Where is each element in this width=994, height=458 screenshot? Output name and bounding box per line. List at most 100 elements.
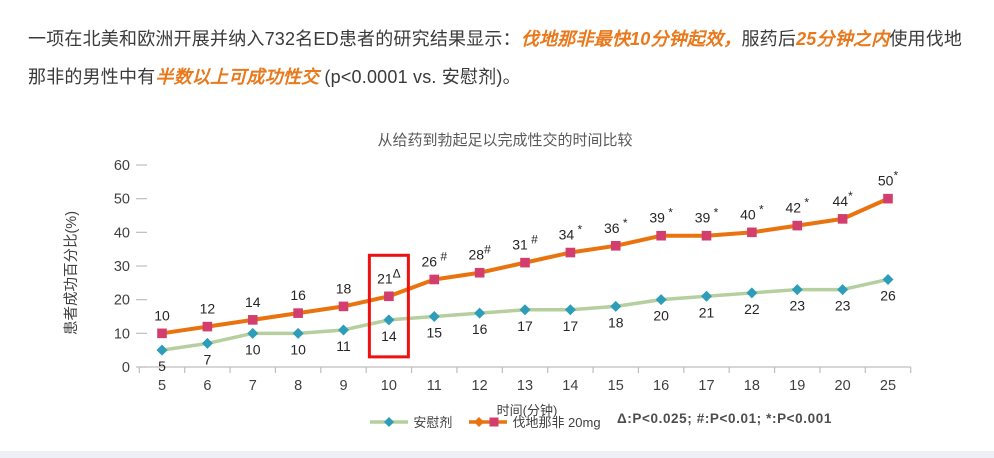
placebo-marker (564, 304, 576, 316)
x-tick-label: 13 (517, 378, 533, 394)
vardenafil-data-label: 18 (336, 280, 352, 296)
x-axis-title: 时间(分钟) (496, 403, 558, 418)
placebo-data-label: 23 (835, 298, 851, 314)
vardenafil-significance-mark: * (756, 202, 764, 216)
y-axis-title: 患者成功百分比(%) (63, 211, 80, 335)
vardenafil-marker (520, 257, 530, 268)
vardenafil-marker (565, 247, 576, 258)
placebo-marker (610, 300, 622, 312)
x-tick-label: 6 (203, 378, 211, 394)
placebo-marker (247, 327, 259, 339)
intro-segment-highlight: 25分钟之内 (796, 29, 890, 49)
placebo-data-label: 15 (426, 325, 442, 341)
placebo-marker (474, 307, 486, 319)
placebo-marker (746, 287, 758, 299)
study-summary-paragraph: 一项在北美和欧洲开展并纳入732名ED患者的研究结果显示：伐地那非最快10分钟起… (28, 20, 968, 96)
vardenafil-significance-mark: * (848, 189, 853, 203)
x-tick-label: 19 (789, 378, 805, 394)
placebo-data-label: 21 (699, 304, 715, 320)
vardenafil-data-label: 28# (468, 243, 491, 263)
vardenafil-data-label: 34 * (559, 223, 583, 243)
placebo-marker (701, 290, 712, 302)
vardenafil-significance-mark: * (801, 196, 809, 210)
x-tick-label: 12 (472, 378, 488, 394)
vardenafil-significance-mark: # (528, 233, 538, 247)
placebo-marker (519, 304, 531, 316)
placebo-data-label: 22 (744, 301, 760, 317)
placebo-marker (428, 311, 440, 322)
placebo-marker (292, 327, 304, 339)
vardenafil-legend-diamond-icon (474, 416, 485, 427)
vardenafil-marker (157, 328, 167, 339)
vardenafil-significance-mark: * (574, 223, 582, 237)
vardenafil-data-label: 14 (245, 294, 261, 310)
vardenafil-data-label: 42 * (785, 196, 809, 216)
placebo-data-label: 26 (880, 287, 896, 303)
legend: 安慰剂 伐地那非 20mg (285, 412, 685, 431)
vardenafil-data-label: 36 * (604, 216, 628, 236)
placebo-data-label: 7 (203, 351, 211, 367)
placebo-marker (201, 337, 213, 349)
legend-item-vardenafil: 伐地那非 20mg (468, 412, 601, 431)
y-tick-label: 30 (114, 259, 130, 275)
vardenafil-marker (338, 301, 349, 312)
vardenafil-significance-mark: * (710, 206, 718, 220)
vardenafil-data-label: 50* (878, 169, 899, 189)
placebo-data-label: 14 (381, 328, 397, 344)
significance-footnote: Δ:P<0.025; #:P<0.01; *:P<0.001 (617, 411, 832, 426)
vardenafil-significance-mark: * (665, 206, 673, 220)
vardenafil-marker (293, 308, 303, 318)
vardenafil-significance-mark: Δ (393, 266, 401, 280)
legend-label-placebo: 安慰剂 (413, 415, 453, 430)
bottom-strip (0, 451, 994, 458)
x-tick-label: 7 (249, 378, 257, 394)
placebo-data-label: 5 (158, 358, 166, 374)
vardenafil-data-label: 31 # (512, 233, 538, 253)
vardenafil-data-label: 40 * (740, 202, 764, 222)
x-tick-label: 5 (158, 378, 166, 394)
vardenafil-legend-swatch (469, 416, 508, 427)
vardenafil-marker (792, 220, 803, 231)
intro-segment-normal: (p<0.0001 vs. 安慰剂)。 (319, 67, 521, 87)
x-tick-label: 20 (835, 378, 851, 394)
intro-segment-highlight: 半数以上可成功性交 (155, 67, 320, 87)
x-tick-label: 17 (698, 378, 714, 394)
vardenafil-significance-mark: * (893, 169, 898, 183)
vardenafil-marker (747, 227, 757, 238)
vardenafil-data-label: 21Δ (377, 266, 401, 286)
placebo-marker (882, 273, 894, 285)
x-tick-label: 14 (562, 378, 578, 394)
placebo-data-label: 18 (608, 314, 624, 330)
onset-highlight-box (367, 253, 410, 359)
vardenafil-data-label: 44* (833, 189, 854, 209)
x-tick-label: 18 (744, 378, 760, 394)
vardenafil-data-label: 39 * (695, 206, 719, 226)
placebo-data-label: 17 (563, 318, 579, 334)
placebo-marker (156, 344, 168, 356)
x-tick-label: 16 (653, 378, 669, 394)
x-tick-label: 8 (294, 378, 302, 394)
placebo-data-label: 16 (472, 321, 488, 337)
y-tick-label: 40 (114, 225, 130, 241)
vardenafil-significance-mark: # (437, 249, 447, 263)
placebo-data-label: 10 (290, 341, 306, 357)
vardenafil-data-label: 16 (290, 287, 306, 303)
placebo-marker (338, 324, 349, 336)
intro-segment-normal: 服药后 (741, 29, 797, 49)
time-comparison-line-chart: 患者成功百分比(%) 0 10 20 30 40 50 60 5 6 7 8 9 10 11 12 13 14 15… (63, 158, 912, 394)
intro-segment-normal: 一项在北美和欧洲开展并纳入732名ED患者的研究结果显示： (28, 29, 521, 49)
placebo-marker (791, 284, 803, 296)
placebo-legend-diamond-icon (384, 416, 395, 427)
x-tick-label: 25 (880, 378, 896, 394)
legend-item-placebo: 安慰剂 (369, 412, 452, 431)
placebo-data-label: 23 (789, 298, 805, 314)
vardenafil-legend-square-icon (489, 417, 499, 426)
y-tick-label: 10 (114, 326, 130, 342)
x-tick-label: 15 (608, 378, 624, 394)
vardenafil-marker (837, 214, 848, 224)
vardenafil-marker (656, 230, 666, 241)
legend-label-vardenafil: 伐地那非 20mg (512, 415, 601, 430)
vardenafil-data-label: 39 * (649, 206, 673, 226)
vardenafil-marker (247, 315, 258, 325)
placebo-data-label: 20 (653, 308, 669, 324)
